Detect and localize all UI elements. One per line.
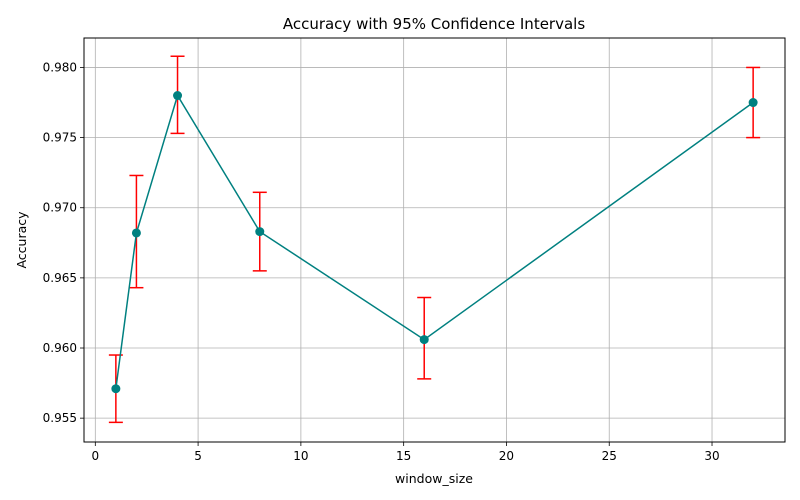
series-lines bbox=[115, 93, 754, 389]
data-point bbox=[419, 335, 429, 345]
ticks: 0 5 10 15 20 25 30 0.955 0.960 0.965 0.970 0.975 0.9… bbox=[43, 60, 720, 463]
y-tick-label: 0.955 bbox=[43, 411, 77, 425]
y-tick-label: 0.960 bbox=[43, 341, 77, 355]
y-tick-label: 0.980 bbox=[43, 60, 77, 74]
x-tick-label: 20 bbox=[499, 449, 514, 463]
series-line bbox=[115, 93, 754, 389]
y-tick-label: 0.970 bbox=[43, 201, 77, 215]
x-tick-label: 30 bbox=[704, 449, 719, 463]
data-point bbox=[111, 384, 121, 394]
y-tick-label: 0.975 bbox=[43, 131, 77, 145]
data-point bbox=[173, 91, 183, 101]
chart-title: Accuracy with 95% Confidence Intervals bbox=[283, 15, 585, 33]
y-tick-label: 0.965 bbox=[43, 271, 77, 285]
x-tick-label: 10 bbox=[293, 449, 308, 463]
x-axis-label: window_size bbox=[395, 471, 473, 486]
x-tick-label: 5 bbox=[194, 449, 202, 463]
x-tick-label: 25 bbox=[602, 449, 617, 463]
x-tick-label: 15 bbox=[396, 449, 411, 463]
data-point bbox=[748, 98, 758, 108]
data-point bbox=[255, 227, 265, 237]
x-tick-label: 0 bbox=[91, 449, 99, 463]
data-point bbox=[131, 228, 141, 238]
grid bbox=[84, 38, 785, 442]
y-axis-label: Accuracy bbox=[14, 211, 29, 269]
data-points bbox=[111, 91, 758, 394]
plot-frame bbox=[83, 37, 786, 443]
